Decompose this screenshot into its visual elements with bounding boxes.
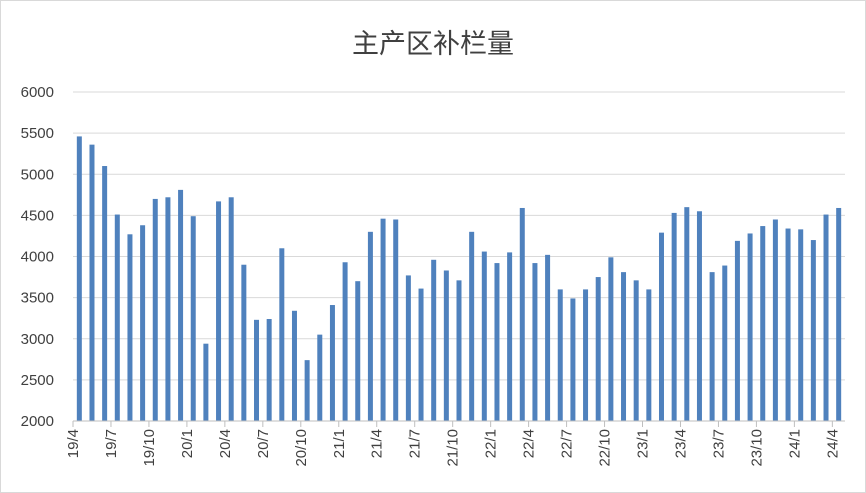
- x-tick-label: 22/4: [521, 429, 538, 458]
- chart-title: 主产区补栏量: [352, 29, 514, 60]
- bar-19/5: [89, 144, 95, 421]
- bar-20/10: [304, 360, 310, 421]
- x-tick-label: 20/1: [179, 429, 196, 458]
- bar-24/1: [798, 229, 804, 421]
- bar-23/5: [696, 211, 702, 421]
- x-tick-label: 23/7: [710, 429, 727, 458]
- bar-23/8: [734, 240, 740, 421]
- y-tick-label: 5000: [21, 166, 54, 183]
- bar-23/2: [658, 232, 664, 421]
- bar-20/7: [266, 319, 272, 421]
- x-tick-label: 19/7: [103, 429, 120, 458]
- bar-22/12: [633, 280, 639, 421]
- x-tick-label: 22/1: [483, 429, 500, 458]
- y-tick-label: 4500: [21, 207, 54, 224]
- bar-22/8: [583, 289, 589, 421]
- bar-20/11: [317, 334, 323, 421]
- bar-23/7: [722, 265, 728, 421]
- bar-20/4: [228, 197, 234, 421]
- y-tick-label: 3000: [21, 331, 54, 348]
- y-tick-label: 6000: [21, 84, 54, 101]
- x-tick-label: 23/4: [672, 429, 689, 458]
- y-tick-label: 3500: [21, 290, 54, 307]
- bar-21/11: [469, 231, 475, 421]
- bar-19/7: [114, 214, 120, 421]
- bar-19/11: [165, 197, 171, 421]
- bar-19/12: [178, 189, 184, 421]
- bar-21/9: [443, 270, 449, 421]
- bar-20/1: [190, 216, 196, 421]
- bar-23/10: [760, 226, 766, 421]
- bar-22/5: [545, 254, 551, 421]
- bar-21/4: [380, 218, 386, 421]
- bar-23/12: [785, 228, 791, 421]
- x-tick-label: 24/4: [824, 429, 841, 458]
- bar-24/4: [836, 207, 842, 421]
- x-tick-label: 22/7: [559, 429, 576, 458]
- bar-23/3: [671, 212, 677, 421]
- x-tick-label: 23/1: [635, 429, 652, 458]
- bar-22/6: [557, 289, 563, 421]
- bar-22/10: [608, 257, 614, 421]
- x-tick-label: 24/1: [786, 429, 803, 458]
- bar-19/9: [140, 225, 146, 421]
- x-tick-label: 21/1: [331, 429, 348, 458]
- bar-19/8: [127, 234, 133, 421]
- bars: [76, 136, 842, 422]
- x-tick-label: 19/10: [141, 429, 158, 467]
- bar-20/9: [291, 310, 297, 421]
- bar-22/9: [595, 277, 601, 421]
- bar-23/6: [709, 272, 715, 421]
- bar-22/4: [532, 263, 538, 421]
- bar-22/2: [507, 252, 513, 421]
- y-tick-label: 2500: [21, 372, 54, 389]
- x-tick-label: 21/4: [369, 429, 386, 458]
- bar-20/2: [203, 343, 209, 421]
- bar-23/4: [684, 207, 690, 421]
- x-tick-label: 21/7: [407, 429, 424, 458]
- bar-20/8: [279, 248, 285, 421]
- y-tick-label: 2000: [21, 413, 54, 430]
- bar-19/6: [102, 166, 108, 421]
- bar-20/12: [329, 305, 335, 421]
- bar-19/4: [76, 136, 82, 422]
- bar-19/10: [152, 198, 158, 421]
- bar-20/6: [254, 319, 260, 421]
- x-tick-label: 22/10: [597, 429, 614, 467]
- bar-21/1: [342, 262, 348, 421]
- bar-22/7: [570, 298, 576, 421]
- bar-23/1: [646, 289, 652, 421]
- bar-22/3: [519, 207, 525, 421]
- bar-21/3: [367, 231, 373, 421]
- bar-21/7: [418, 288, 424, 421]
- bar-22/11: [621, 272, 627, 421]
- bar-20/5: [241, 264, 247, 421]
- bar-22/1: [494, 263, 500, 421]
- bar-24/3: [823, 214, 829, 421]
- x-tick-label: 19/4: [65, 429, 82, 458]
- bar-23/11: [772, 219, 778, 421]
- bar-20/3: [216, 201, 222, 421]
- y-tick-label: 5500: [21, 125, 54, 142]
- bar-21/2: [355, 281, 361, 421]
- x-axis-ticks: 19/4 19/7 19/10 20/1 20/4 20/7 20/10 21/1 21/4 21…: [65, 421, 841, 467]
- bar-21/10: [456, 280, 462, 421]
- x-tick-label: 20/7: [255, 429, 272, 458]
- y-tick-label: 4000: [21, 249, 54, 266]
- x-tick-label: 20/10: [293, 429, 310, 467]
- x-tick-label: 20/4: [217, 429, 234, 458]
- bar-21/5: [393, 219, 399, 421]
- y-axis-ticks: 2000 2500 3000 3500 4000 4500 5000 5500 6000: [21, 84, 54, 430]
- x-tick-label: 21/10: [445, 429, 462, 467]
- bar-23/9: [747, 233, 753, 421]
- bar-21/8: [431, 259, 437, 421]
- bar-21/6: [405, 275, 411, 421]
- bar-21/12: [481, 251, 487, 421]
- bar-24/2: [810, 240, 816, 421]
- x-tick-label: 23/10: [748, 429, 765, 467]
